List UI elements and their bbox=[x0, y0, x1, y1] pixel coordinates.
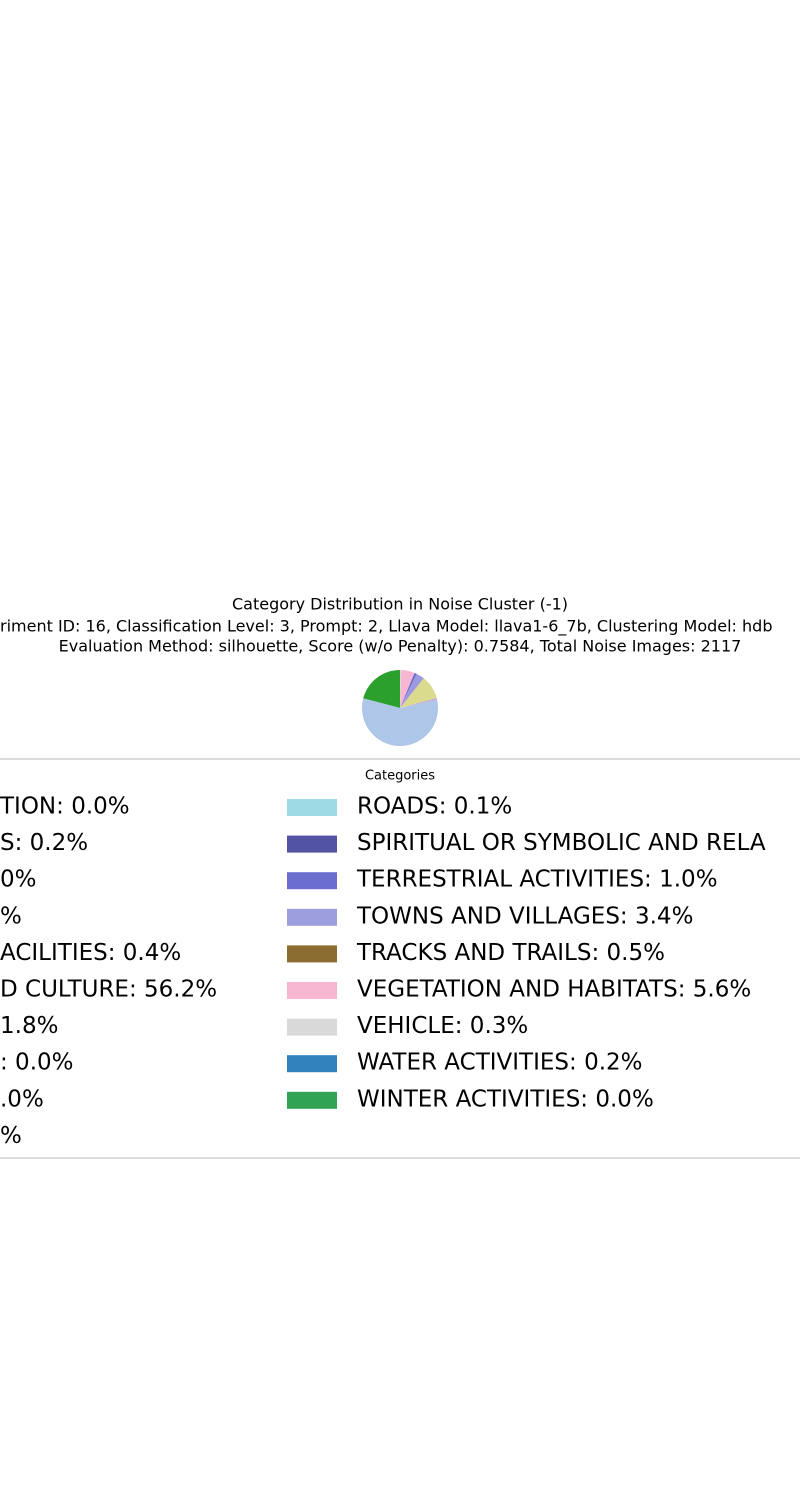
legend-label: WINTER ACTIVITIES: 0.0% bbox=[357, 1086, 654, 1112]
legend-label: VEHICLE: 0.3% bbox=[357, 1013, 528, 1039]
legend-swatch bbox=[287, 799, 337, 816]
pie-slice bbox=[400, 670, 402, 708]
legend-label: .0% bbox=[0, 1086, 44, 1112]
legend-frame bbox=[0, 758, 800, 1159]
pie-slice bbox=[362, 698, 439, 746]
pie-slice bbox=[400, 678, 437, 708]
legend-swatch bbox=[287, 982, 337, 999]
legend-swatch bbox=[287, 1018, 337, 1036]
pie-slice bbox=[400, 673, 424, 708]
legend-label: ACILITIES: 0.4% bbox=[0, 940, 181, 966]
legend-label: % bbox=[0, 903, 22, 929]
legend-swatch bbox=[287, 945, 337, 963]
legend-label: % bbox=[0, 1123, 22, 1149]
legend-label: ROADS: 0.1% bbox=[357, 794, 512, 820]
legend-label: 0% bbox=[0, 867, 37, 893]
pie-slice bbox=[400, 697, 438, 708]
legend-swatch bbox=[287, 908, 337, 926]
chart-subtitle: Evaluation Method: silhouette, Score (w/… bbox=[59, 637, 742, 656]
pie-slice bbox=[400, 670, 415, 708]
legend-swatch bbox=[287, 835, 337, 853]
legend-label: TERRESTRIAL ACTIVITIES: 1.0% bbox=[356, 867, 718, 893]
legend-label: D CULTURE: 56.2% bbox=[0, 977, 217, 1003]
legend-label: TOWNS AND VILLAGES: 3.4% bbox=[356, 903, 693, 929]
legend-swatch bbox=[287, 872, 337, 890]
legend-label: SPIRITUAL OR SYMBOLIC AND RELA bbox=[357, 830, 766, 856]
legend-label: S: 0.2% bbox=[0, 830, 88, 856]
legend-label: VEGETATION AND HABITATS: 5.6% bbox=[357, 977, 751, 1003]
chart-title: Category Distribution in Noise Cluster (… bbox=[232, 595, 568, 614]
legend-swatch bbox=[287, 1091, 337, 1109]
chart-subtitle: riment ID: 16, Classification Level: 3, … bbox=[0, 617, 772, 637]
pie-slice bbox=[363, 670, 400, 708]
legend-label: : 0.0% bbox=[0, 1050, 74, 1076]
legend-label: TRACKS AND TRAILS: 0.5% bbox=[356, 940, 665, 966]
pie-slice bbox=[400, 672, 417, 708]
legend-title: Categories bbox=[365, 769, 435, 784]
legend-label: TION: 0.0% bbox=[0, 794, 130, 820]
legend-label: WATER ACTIVITIES: 0.2% bbox=[357, 1050, 643, 1076]
legend-swatch bbox=[287, 1055, 337, 1073]
legend-label: 1.8% bbox=[0, 1013, 58, 1039]
